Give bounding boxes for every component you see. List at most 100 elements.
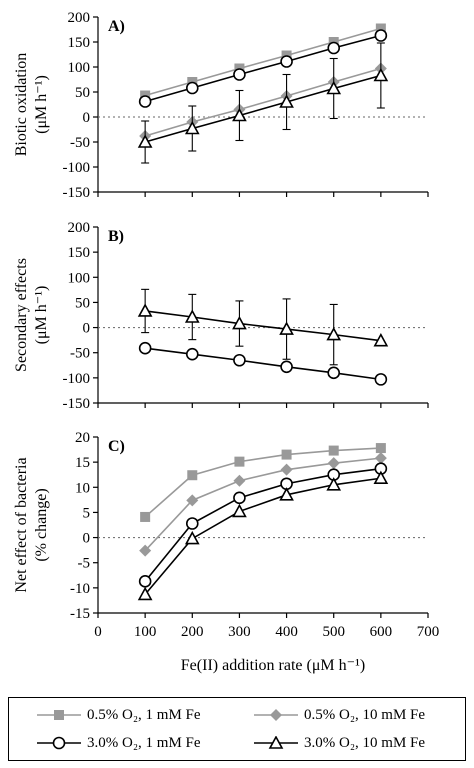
panel-2: -150 -100 -50 0 50 100 150 200 B) Secondary effec… (13, 220, 429, 412)
series-circle (138, 29, 388, 108)
data-point-circle (138, 341, 152, 355)
data-point-circle (138, 95, 152, 108)
legend-item-3.0-o2-10mm: 3.0% O₂, 10 mM Fe (254, 732, 425, 754)
data-point-triangle (184, 530, 200, 545)
panel-label: A) (108, 18, 125, 35)
data-point-triangle (326, 477, 342, 491)
data-point-triangle (137, 303, 153, 317)
y-axis-label-line: Secondary effects (13, 258, 30, 372)
y-tick-label: 50 (75, 295, 90, 311)
legend-label: 0.5% O₂, 1 mM Fe (87, 706, 201, 723)
x-tick-label: 600 (370, 624, 393, 640)
series-line (145, 310, 381, 342)
data-point-circle (233, 68, 246, 81)
data-point-circle (233, 491, 246, 505)
y-axis-label-line: (% change) (33, 488, 50, 561)
series-line (144, 457, 381, 552)
data-point-triangle (184, 120, 200, 135)
data-point-circle (280, 360, 293, 374)
data-point-circle (185, 81, 199, 95)
series-triangle (137, 42, 389, 164)
y-axis-label-line: (μM h⁻¹) (33, 286, 50, 345)
y-tick-label: 100 (68, 270, 91, 286)
diamond-marker-icon (254, 709, 298, 721)
data-point-circle (280, 55, 293, 68)
data-point-square (375, 443, 386, 454)
y-tick-label: 15 (75, 455, 90, 471)
triangle-marker-icon (254, 736, 298, 749)
data-point-circle (185, 517, 199, 530)
y-tick-label: -100 (63, 160, 91, 176)
data-point-triangle (184, 309, 200, 323)
series-line (144, 34, 382, 103)
series-diamond (139, 62, 387, 142)
data-point-triangle (279, 321, 294, 335)
y-axis-label-line: Net effect of bacteria (13, 457, 30, 592)
series-diamond (139, 452, 387, 557)
data-point-diamond (233, 474, 246, 487)
series-square (140, 443, 386, 522)
data-point-circle (185, 347, 199, 361)
data-point-square (187, 470, 198, 481)
panel-label: C) (108, 438, 125, 455)
data-point-triangle (232, 503, 247, 518)
y-tick-label: -10 (70, 581, 90, 597)
x-axis-label: Fe(II) addition rate (μM h⁻¹) (181, 657, 365, 674)
data-point-triangle (279, 94, 294, 108)
legend: 0.5% O₂, 1 mM Fe 0.5% O₂, 10 mM Fe 3.0% … (8, 697, 466, 761)
data-point-square (140, 511, 151, 522)
series-circle (138, 462, 388, 588)
x-tick-label: 100 (134, 624, 157, 640)
y-axis-label: Net effect of bacteria (% change) (13, 457, 50, 592)
y-tick-label: 0 (83, 110, 91, 126)
data-point-circle (138, 575, 152, 588)
data-point-triangle (279, 487, 294, 501)
y-tick-label: -50 (70, 346, 90, 362)
data-point-circle (233, 353, 246, 367)
data-point-square (234, 456, 245, 467)
legend-item-0.5-o2-10mm: 0.5% O₂, 10 mM Fe (254, 704, 425, 726)
y-axis-label-line: (μM h⁻¹) (33, 75, 50, 134)
legend-label: 3.0% O₂, 1 mM Fe (87, 734, 201, 751)
y-tick-label: -15 (70, 606, 90, 622)
y-tick-label: 150 (68, 245, 91, 261)
y-axis-label: Secondary effects (μM h⁻¹) (13, 258, 50, 372)
series-line (144, 447, 381, 518)
y-tick-label: -150 (63, 396, 91, 412)
data-point-diamond (280, 463, 293, 476)
y-tick-label: 0 (83, 531, 91, 547)
y-tick-label: -50 (70, 135, 90, 151)
series-line (144, 467, 381, 582)
data-point-triangle (232, 315, 247, 330)
series-line (145, 347, 381, 381)
y-tick-label: 200 (68, 10, 91, 26)
series-triangle (137, 288, 389, 366)
legend-item-0.5-o2-1mm: 0.5% O₂, 1 mM Fe (37, 704, 201, 726)
data-point-circle (327, 366, 341, 380)
data-point-circle (327, 41, 341, 55)
series-line (144, 477, 381, 595)
data-point-circle (374, 29, 388, 42)
y-tick-label: 50 (75, 85, 90, 101)
legend-item-3.0-o2-1mm: 3.0% O₂, 1 mM Fe (37, 732, 201, 754)
y-tick-label: -150 (63, 185, 91, 201)
y-tick-label: -100 (63, 371, 91, 387)
y-tick-label: 5 (83, 505, 91, 521)
series-line (144, 74, 382, 143)
panel-label: B) (108, 228, 124, 245)
y-axis-label-line: Biotic oxidation (13, 53, 30, 157)
legend-label: 3.0% O₂, 10 mM Fe (304, 734, 426, 751)
y-tick-label: 150 (68, 35, 91, 51)
data-point-square (328, 445, 339, 456)
y-tick-label: 20 (75, 430, 90, 446)
panel-1: -150 -100 -50 0 50 100 150 200 A) Biotic oxidatio… (13, 10, 429, 201)
x-tick-label: 400 (275, 624, 298, 640)
y-tick-label: 0 (83, 321, 91, 337)
circle-marker-icon (37, 736, 81, 750)
series-line (144, 27, 382, 97)
data-point-triangle (137, 586, 153, 601)
data-point-triangle (137, 134, 153, 148)
data-point-triangle (373, 67, 389, 82)
square-marker-icon (37, 710, 81, 720)
